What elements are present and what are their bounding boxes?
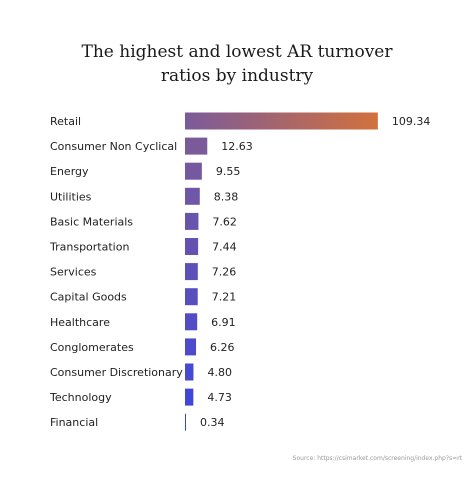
bar <box>185 363 194 381</box>
bar <box>185 388 194 406</box>
bar <box>185 162 202 180</box>
chart-title: The highest and lowest AR turnover ratio… <box>0 40 474 88</box>
category-label: Conglomerates <box>50 341 134 354</box>
value-label: 4.73 <box>207 391 232 404</box>
category-label: Utilities <box>50 190 92 203</box>
value-label: 109.34 <box>392 115 431 128</box>
category-label: Capital Goods <box>50 291 127 304</box>
bar <box>185 212 199 230</box>
value-label: 0.34 <box>200 416 225 429</box>
value-label: 7.26 <box>212 266 237 279</box>
category-label: Retail <box>50 115 81 128</box>
category-label: Transportation <box>49 241 129 254</box>
chart-title-line-2: ratios by industry <box>160 66 314 86</box>
bar <box>185 288 198 306</box>
value-label: 8.38 <box>214 190 239 203</box>
category-label: Technology <box>49 391 112 404</box>
bar <box>185 413 186 431</box>
value-label: 12.63 <box>221 140 253 153</box>
value-label: 7.62 <box>212 215 237 228</box>
bar <box>185 112 378 130</box>
bar <box>185 338 197 356</box>
category-label: Services <box>50 266 97 279</box>
bar <box>185 263 198 281</box>
value-label: 6.26 <box>210 341 235 354</box>
chart-title-line-1: The highest and lowest AR turnover <box>81 42 393 62</box>
bar <box>185 313 198 331</box>
category-label: Healthcare <box>50 316 110 329</box>
value-label: 4.80 <box>207 366 232 379</box>
category-label: Consumer Discretionary <box>50 366 183 379</box>
value-label: 7.44 <box>212 241 237 254</box>
bar <box>185 238 199 255</box>
category-label: Financial <box>50 416 98 429</box>
bar <box>185 187 200 205</box>
category-label: Energy <box>50 165 89 178</box>
category-label: Basic Materials <box>50 215 133 228</box>
value-label: 6.91 <box>211 316 236 329</box>
category-label: Consumer Non Cyclical <box>50 140 177 153</box>
value-label: 9.55 <box>216 165 241 178</box>
source-note: Source: https://csimarket.com/screening/… <box>292 455 462 462</box>
value-label: 7.21 <box>212 291 237 304</box>
bar <box>185 137 208 155</box>
